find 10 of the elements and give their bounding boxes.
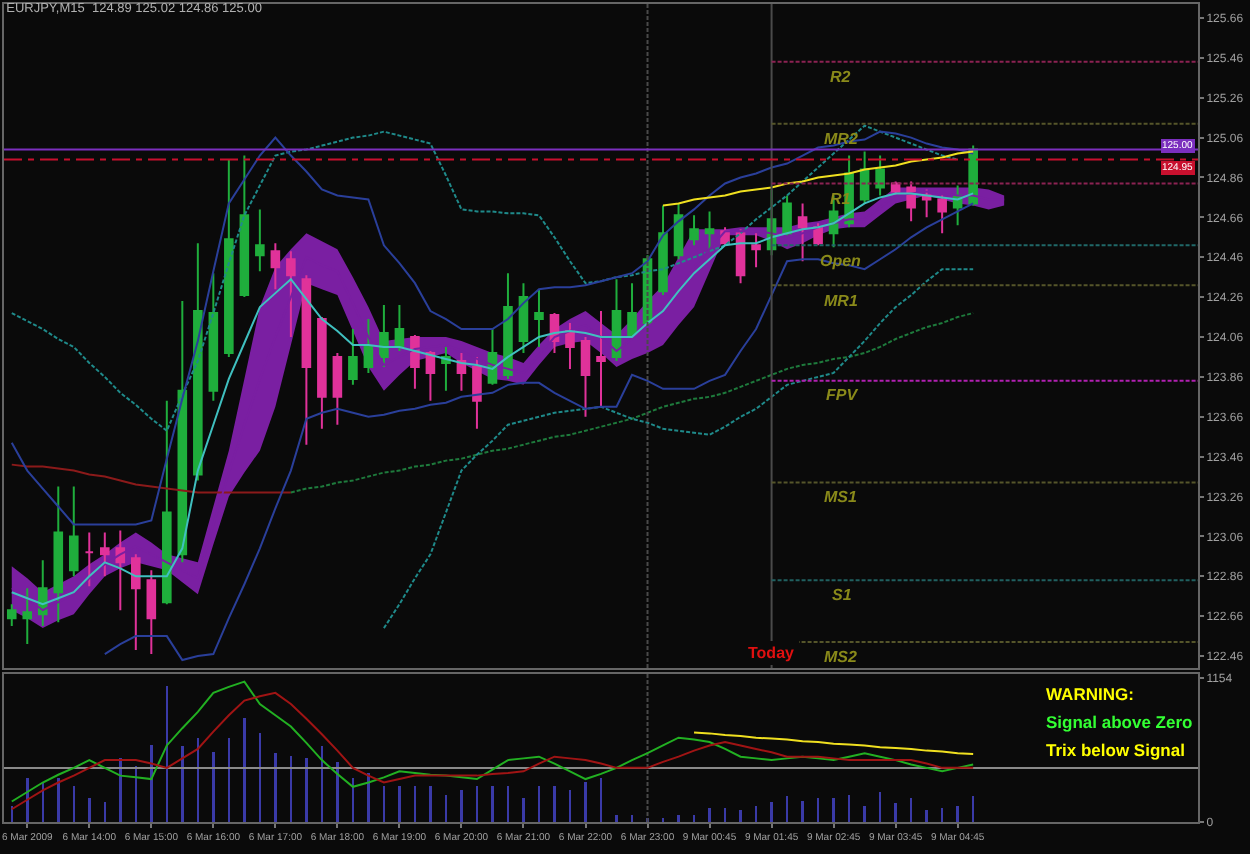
ref-line-label: FPV <box>826 386 859 404</box>
ref-line-label: Today <box>748 644 796 662</box>
annotation: WARNING: <box>1046 684 1135 704</box>
ref-line-label: MS1 <box>824 488 858 506</box>
ref-line-label: S1 <box>832 586 853 604</box>
annotation: Signal above Zero <box>1046 712 1193 732</box>
ref-line-label: MR1 <box>824 292 859 310</box>
ref-line-label: R2 <box>830 68 852 86</box>
ref-line-label: MS2 <box>824 648 858 666</box>
annotation: Trix below Signal <box>1046 740 1185 760</box>
